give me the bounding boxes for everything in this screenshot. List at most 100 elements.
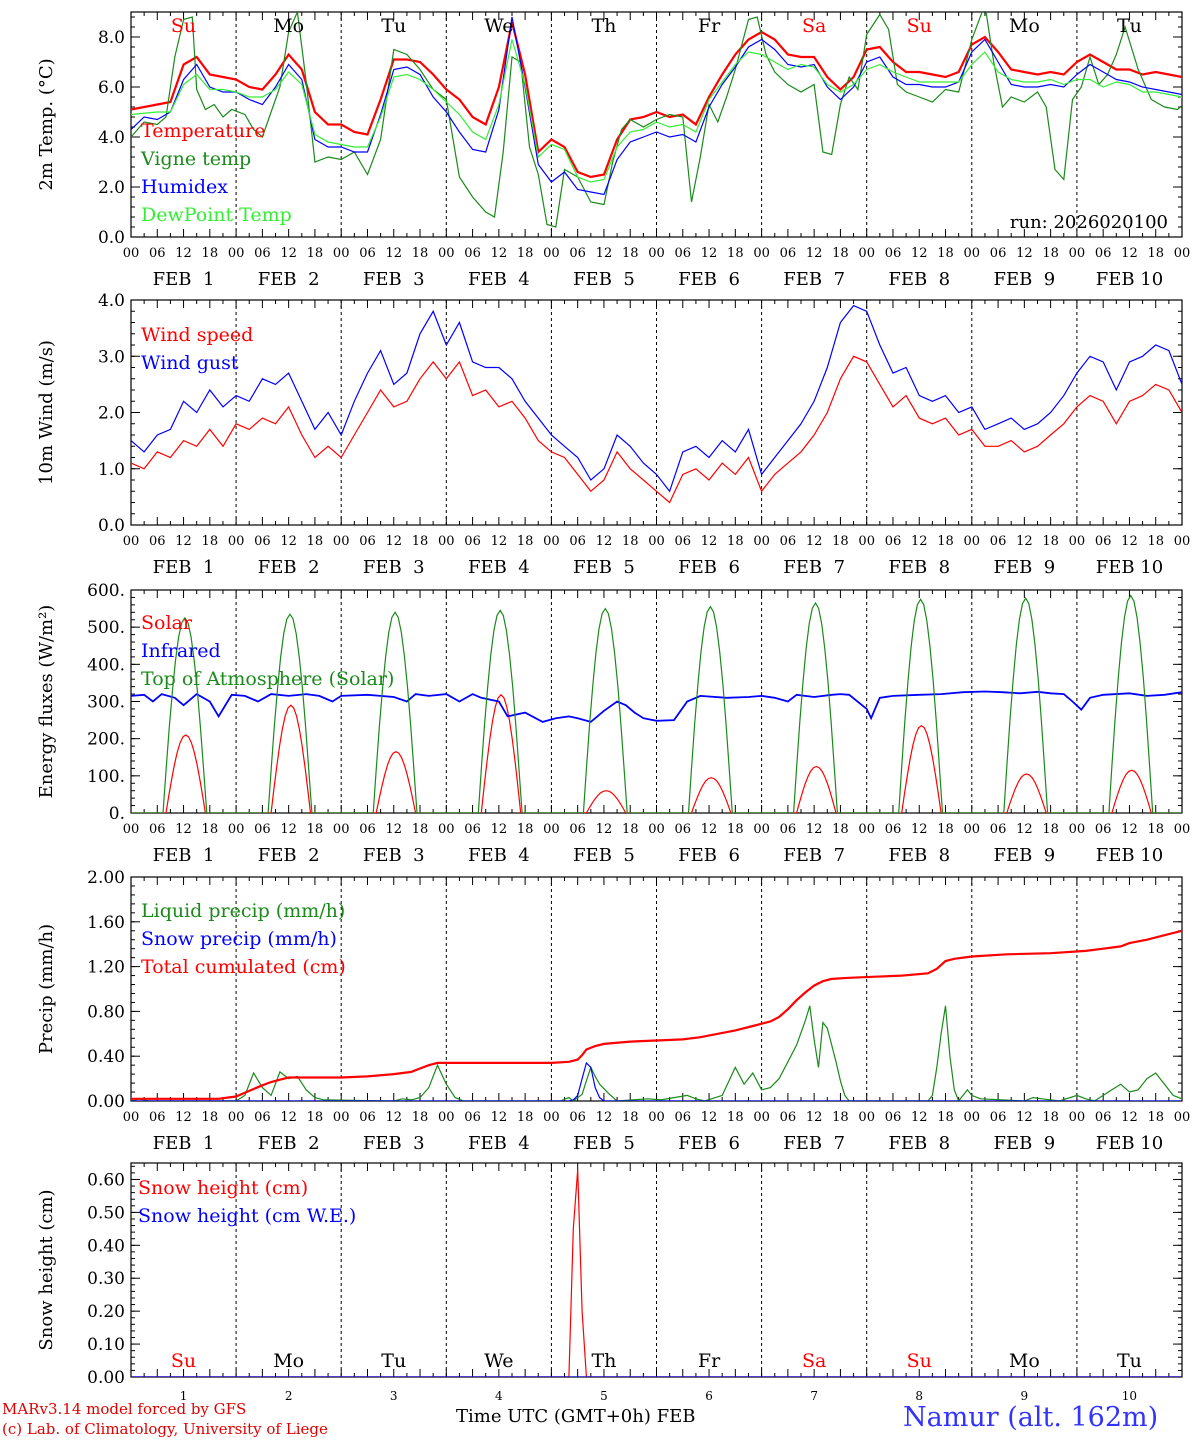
- hour-tick-label: 12: [596, 246, 613, 261]
- hour-tick-label: 18: [727, 534, 744, 549]
- hour-tick-label: 18: [517, 1110, 534, 1125]
- weekday-label: We: [484, 15, 513, 37]
- hour-tick-label: 06: [464, 246, 481, 261]
- hour-tick-label: 12: [175, 246, 192, 261]
- hour-tick-label: 06: [359, 1110, 376, 1125]
- hour-tick-label: 06: [254, 534, 271, 549]
- weekday-label: Mo: [1009, 1350, 1040, 1372]
- date-label: FEB 9: [993, 557, 1055, 578]
- y-axis-label: Snow height (cm): [36, 1189, 57, 1350]
- hour-tick-label: 06: [990, 1110, 1007, 1125]
- lab-credit: (c) Lab. of Climatology, University of L…: [2, 1420, 328, 1438]
- date-label: FEB 9: [993, 269, 1055, 290]
- date-label: FEB 6: [678, 269, 740, 290]
- hour-tick-label: 06: [569, 534, 586, 549]
- hour-tick-label: 12: [911, 1110, 928, 1125]
- hour-tick-label: 18: [412, 1110, 429, 1125]
- y-tick-label: 0.30: [87, 1269, 125, 1289]
- hour-tick-label: 06: [254, 822, 271, 837]
- hour-tick-label: 12: [911, 822, 928, 837]
- hour-tick-label: 18: [517, 246, 534, 261]
- date-label: FEB 9: [993, 1133, 1055, 1154]
- legend-entry: Infrared: [141, 640, 221, 662]
- series-line-solar: [131, 693, 1182, 813]
- hour-tick-label: 12: [1016, 1110, 1033, 1125]
- hour-tick-label: 00: [438, 822, 455, 837]
- panel-5: [130, 1162, 1183, 1378]
- hour-tick-label: 12: [280, 534, 297, 549]
- hour-tick-label: 06: [359, 822, 376, 837]
- y-tick-label: 100.: [87, 767, 125, 787]
- date-label: FEB 4: [468, 1133, 530, 1154]
- date-label: FEB 7: [783, 269, 845, 290]
- day-number-label: 9: [1021, 1389, 1029, 1400]
- legend-entry: Snow height (cm): [138, 1177, 308, 1199]
- series-line-top-of-atmosphere-solar-: [131, 594, 1182, 813]
- hour-tick-label: 00: [858, 534, 875, 549]
- hour-tick-label: 12: [806, 534, 823, 549]
- hour-tick-label: 12: [280, 1110, 297, 1125]
- weekday-label: Su: [907, 1350, 932, 1372]
- legend-entry: Temperature: [141, 120, 265, 142]
- weekday-label: Th: [591, 15, 616, 37]
- date-label: FEB 7: [783, 1133, 845, 1154]
- hour-tick-label: 00: [123, 1110, 140, 1125]
- y-tick-label: 4.0: [98, 291, 125, 311]
- hour-tick-label: 00: [648, 246, 665, 261]
- hour-tick-label: 00: [858, 822, 875, 837]
- hour-tick-label: 18: [1042, 822, 1059, 837]
- hour-tick-label: 06: [780, 534, 797, 549]
- y-tick-label: 0.0: [98, 516, 125, 536]
- hour-tick-label: 12: [491, 534, 508, 549]
- date-label: FEB 1: [153, 1133, 215, 1154]
- hour-tick-label: 00: [333, 822, 350, 837]
- weekday-label: Tu: [1117, 1350, 1142, 1372]
- hour-tick-label: 18: [727, 246, 744, 261]
- hour-tick-label: 06: [359, 534, 376, 549]
- weekday-label: Tu: [381, 1350, 406, 1372]
- hour-tick-label: 12: [1121, 534, 1138, 549]
- y-tick-label: 1.20: [87, 958, 125, 978]
- hour-tick-label: 18: [1147, 822, 1164, 837]
- hour-tick-label: 12: [385, 534, 402, 549]
- hour-tick-label: 06: [675, 246, 692, 261]
- hour-tick-label: 06: [885, 1110, 902, 1125]
- hour-tick-label: 12: [175, 1110, 192, 1125]
- hour-tick-label: 00: [648, 534, 665, 549]
- weekday-label: Fr: [698, 15, 721, 37]
- y-tick-label: 0.00: [87, 1368, 125, 1388]
- hour-tick-label: 00: [964, 534, 981, 549]
- hour-tick-label: 00: [228, 534, 245, 549]
- hour-tick-label: 00: [1174, 534, 1191, 549]
- y-tick-label: 1.60: [87, 913, 125, 933]
- date-label: FEB 7: [783, 845, 845, 866]
- day-number-label: 6: [705, 1389, 713, 1400]
- hour-tick-label: 00: [753, 534, 770, 549]
- hour-tick-label: 18: [937, 534, 954, 549]
- y-tick-label: 200.: [87, 730, 125, 750]
- y-tick-label: 0.: [109, 804, 125, 824]
- series-line-snow-height-cm-: [131, 1169, 1182, 1377]
- hour-tick-label: 06: [885, 246, 902, 261]
- hour-tick-label: 18: [202, 1110, 219, 1125]
- series-line-wind-speed: [131, 355, 1182, 504]
- hour-tick-label: 00: [438, 246, 455, 261]
- hour-tick-label: 00: [543, 822, 560, 837]
- hour-tick-label: 12: [175, 822, 192, 837]
- hour-tick-label: 18: [412, 534, 429, 549]
- hour-tick-label: 06: [359, 246, 376, 261]
- hour-tick-label: 12: [1016, 822, 1033, 837]
- hour-tick-label: 18: [307, 1110, 324, 1125]
- hour-tick-label: 00: [123, 246, 140, 261]
- hour-tick-label: 06: [464, 534, 481, 549]
- run-annotation: run: 2026020100: [1010, 212, 1168, 233]
- hour-tick-label: 00: [858, 246, 875, 261]
- date-label: FEB 10: [1096, 845, 1163, 866]
- hour-tick-label: 18: [622, 246, 639, 261]
- hour-tick-label: 06: [569, 246, 586, 261]
- hour-tick-label: 18: [832, 822, 849, 837]
- hour-tick-label: 18: [1147, 1110, 1164, 1125]
- weekday-label: We: [484, 1350, 513, 1372]
- hour-tick-label: 06: [254, 1110, 271, 1125]
- hour-tick-label: 06: [675, 1110, 692, 1125]
